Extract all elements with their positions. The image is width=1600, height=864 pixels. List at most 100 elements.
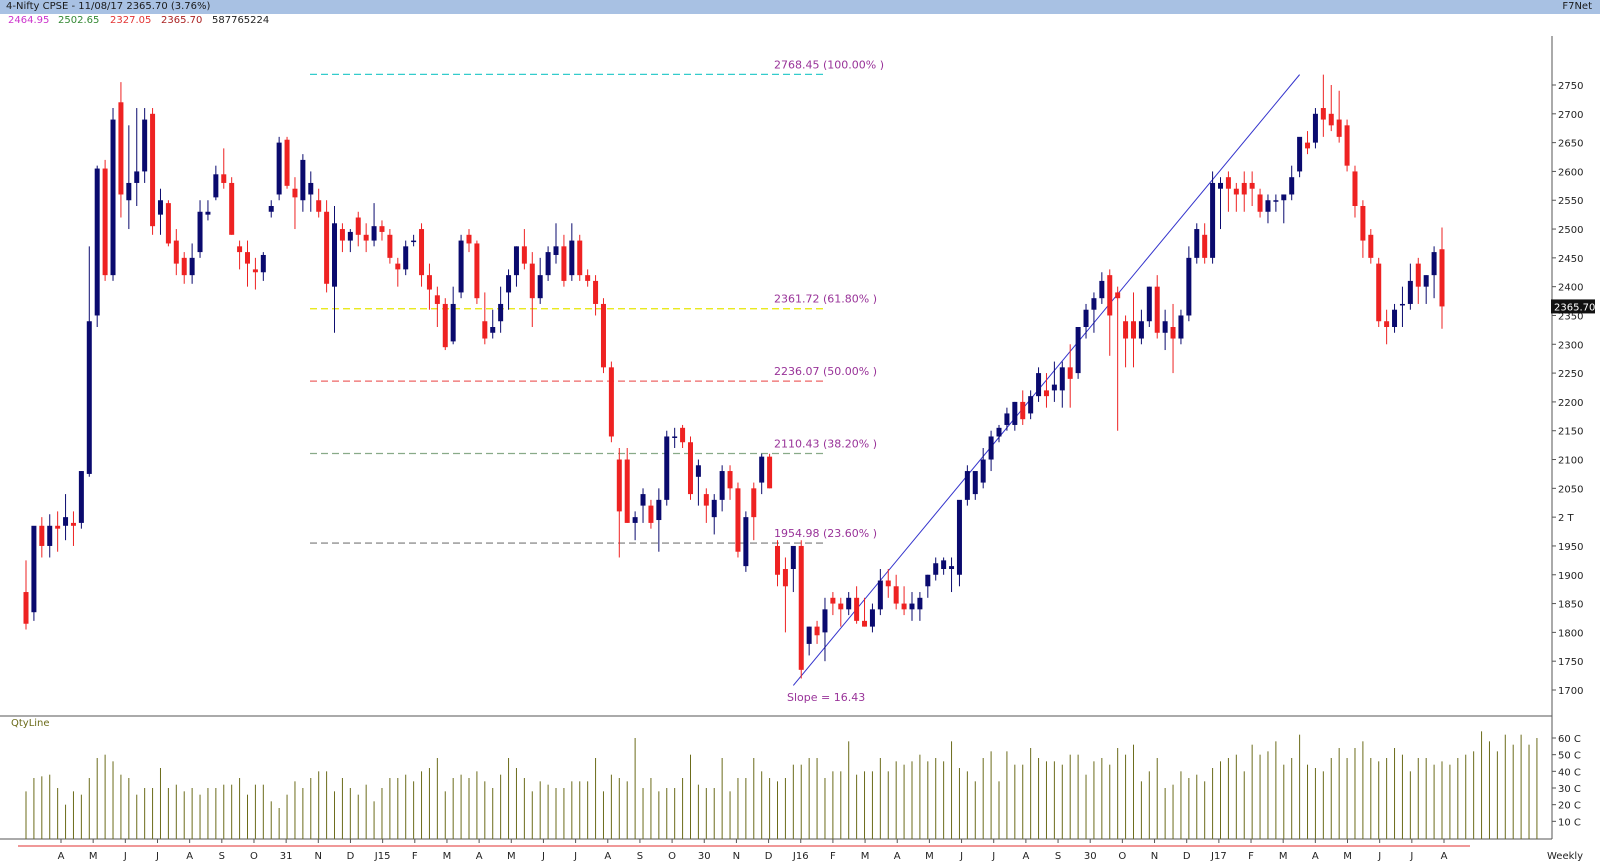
candle-body xyxy=(118,102,124,195)
candle-body xyxy=(1020,401,1026,420)
time-tick-label: M xyxy=(89,851,98,862)
candle-body xyxy=(1115,292,1121,299)
volume-tick-label: 50 C xyxy=(1558,751,1581,762)
candle-body xyxy=(308,182,314,195)
candle-body xyxy=(189,257,195,276)
last-price-label: 2365.70 xyxy=(1554,302,1595,313)
chart-title: 4-Nifty CPSE - 11/08/17 2365.70 (3.76%) xyxy=(6,1,211,12)
candle-body xyxy=(284,139,290,186)
price-tick-label: 2250 xyxy=(1558,369,1583,380)
candle-body xyxy=(142,119,148,172)
candle-body xyxy=(371,226,377,241)
candle-body xyxy=(751,488,757,518)
candle-body xyxy=(1360,206,1366,241)
candle-body xyxy=(553,246,559,255)
candle-body xyxy=(1059,367,1065,391)
candle-body xyxy=(458,240,464,293)
candle-body xyxy=(680,427,686,443)
time-tick-label: M xyxy=(443,851,452,862)
time-tick-label: S xyxy=(637,851,643,862)
candle-body xyxy=(70,522,76,526)
candle-body xyxy=(806,626,812,644)
price-tick-label: 1950 xyxy=(1558,542,1583,553)
time-tick-label: N xyxy=(315,851,322,862)
price-tick-label: 2650 xyxy=(1558,139,1583,150)
candle-body xyxy=(1178,315,1184,339)
candle-body xyxy=(1138,321,1144,339)
time-tick-label: D xyxy=(1183,851,1191,862)
time-tick-label: S xyxy=(1055,851,1061,862)
price-tick-label: 2750 xyxy=(1558,81,1583,92)
candle-body xyxy=(498,303,504,322)
candle-body xyxy=(1162,321,1168,333)
candle-body xyxy=(252,269,258,273)
candle-body xyxy=(735,488,741,552)
candle-body xyxy=(276,142,282,195)
candle-body xyxy=(1170,327,1176,339)
time-tick-label: J15 xyxy=(374,851,391,862)
time-tick-label: S xyxy=(219,851,225,862)
candle-body xyxy=(347,231,353,241)
candle-body xyxy=(268,206,274,212)
candle-body xyxy=(862,620,868,627)
candle-body xyxy=(1352,171,1358,206)
candle-body xyxy=(790,545,796,569)
open-value: 2464.95 xyxy=(8,15,50,26)
candle-body xyxy=(933,563,939,575)
time-tick-label: J xyxy=(123,851,127,862)
candle-body xyxy=(1043,390,1049,397)
candle-body xyxy=(506,275,512,293)
candle-body xyxy=(31,525,37,613)
time-tick-label: F xyxy=(412,851,418,862)
candle-body xyxy=(632,517,638,523)
candle-body xyxy=(63,517,69,526)
candle-body xyxy=(403,246,409,270)
candle-body xyxy=(822,609,828,633)
candle-body xyxy=(157,200,163,215)
time-tick-label: J xyxy=(1377,851,1381,862)
candle-body xyxy=(577,240,583,276)
volume-tick-label: 40 C xyxy=(1558,767,1581,778)
candle-body xyxy=(102,168,108,276)
candle-body xyxy=(885,580,891,587)
title-bar: 4-Nifty CPSE - 11/08/17 2365.70 (3.76%) … xyxy=(0,0,1600,14)
fib-label: 1954.98 (23.60% ) xyxy=(774,527,877,540)
candle-body xyxy=(1344,125,1350,166)
candle-body xyxy=(221,174,227,183)
price-tick-label: 2450 xyxy=(1558,254,1583,265)
candle-body xyxy=(561,246,567,281)
candle-body xyxy=(767,456,773,489)
price-tick-label: 1800 xyxy=(1558,628,1583,639)
price-tick-label: 1750 xyxy=(1558,657,1583,668)
candle-body xyxy=(893,586,899,604)
time-tick-label: J xyxy=(155,851,159,862)
candle-body xyxy=(624,459,630,523)
candle-body xyxy=(490,327,496,333)
candle-body xyxy=(814,626,820,636)
candle-body xyxy=(1154,286,1160,333)
candle-body xyxy=(39,525,45,546)
candle-body xyxy=(972,471,978,495)
candle-body xyxy=(1384,321,1390,327)
price-tick-label: 2500 xyxy=(1558,225,1583,236)
candle-body xyxy=(339,229,345,241)
time-tick-label: J xyxy=(573,851,577,862)
price-tick-label: 2600 xyxy=(1558,167,1583,178)
time-tick-label: O xyxy=(1118,851,1126,862)
time-tick-label: F xyxy=(830,851,836,862)
candle-body xyxy=(94,168,100,316)
candle-body xyxy=(664,436,670,500)
time-tick-label: J17 xyxy=(1210,851,1227,862)
candle-body xyxy=(173,240,179,264)
timeframe-label: Weekly xyxy=(1547,851,1583,862)
candle-body xyxy=(1297,136,1303,172)
high-value: 2502.65 xyxy=(58,15,100,26)
time-tick-label: 30 xyxy=(1084,851,1097,862)
candle-body xyxy=(1194,229,1200,258)
candle-body xyxy=(1392,309,1398,327)
candle-body xyxy=(529,263,535,299)
candle-body xyxy=(1123,321,1129,339)
candle-body xyxy=(379,226,385,232)
candle-body xyxy=(126,182,132,201)
